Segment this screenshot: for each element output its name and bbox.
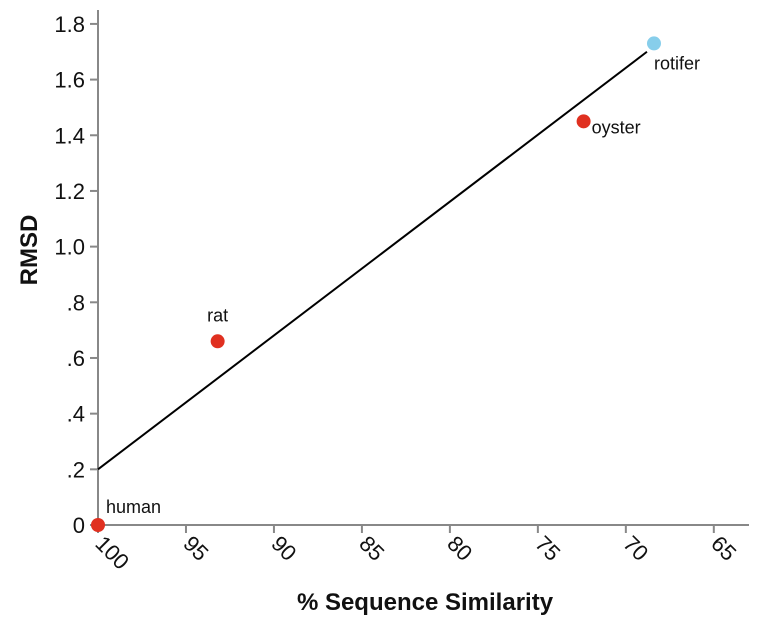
data-point-rat bbox=[210, 334, 225, 349]
data-point-rotifer bbox=[646, 36, 661, 51]
x-tick-label: 70 bbox=[618, 531, 653, 566]
x-axis-title: % Sequence Similarity bbox=[297, 589, 554, 616]
y-tick-label: .6 bbox=[67, 346, 85, 371]
point-label-human: human bbox=[106, 497, 161, 517]
data-points: human rat oyster rotifer bbox=[91, 36, 700, 532]
x-tick-label: 85 bbox=[354, 531, 389, 566]
y-tick-label: 1.8 bbox=[54, 12, 85, 37]
y-axis-title: RMSD bbox=[16, 215, 43, 286]
point-label-rat: rat bbox=[207, 305, 228, 325]
y-tick-label: 1.6 bbox=[54, 68, 85, 93]
data-point-human bbox=[91, 518, 105, 532]
x-tick-label: 95 bbox=[178, 531, 213, 566]
x-tick-label: 75 bbox=[530, 531, 565, 566]
y-tick-label: 1.4 bbox=[54, 123, 85, 148]
x-tick-label: 90 bbox=[266, 531, 301, 566]
data-point-oyster bbox=[576, 114, 591, 129]
y-tick-label: .4 bbox=[67, 402, 85, 427]
y-tick-label: .2 bbox=[67, 457, 85, 482]
x-tick-label: 100 bbox=[90, 531, 134, 575]
y-tick-label: .8 bbox=[67, 290, 85, 315]
fit-line bbox=[97, 50, 648, 471]
x-tick-label: 65 bbox=[706, 531, 741, 566]
y-tick-label: 1.0 bbox=[54, 235, 85, 260]
x-axis: 100 95 90 85 80 75 70 65 bbox=[90, 524, 749, 575]
point-label-oyster: oyster bbox=[592, 117, 641, 137]
y-axis: 0 .2 .4 .6 .8 1.0 1.2 1.4 1.6 1.8 bbox=[54, 10, 99, 538]
fit-line-group bbox=[97, 50, 648, 471]
y-tick-label: 0 bbox=[73, 513, 85, 538]
y-tick-label: 1.2 bbox=[54, 179, 85, 204]
x-tick-label: 80 bbox=[442, 531, 477, 566]
point-label-rotifer: rotifer bbox=[654, 53, 700, 73]
